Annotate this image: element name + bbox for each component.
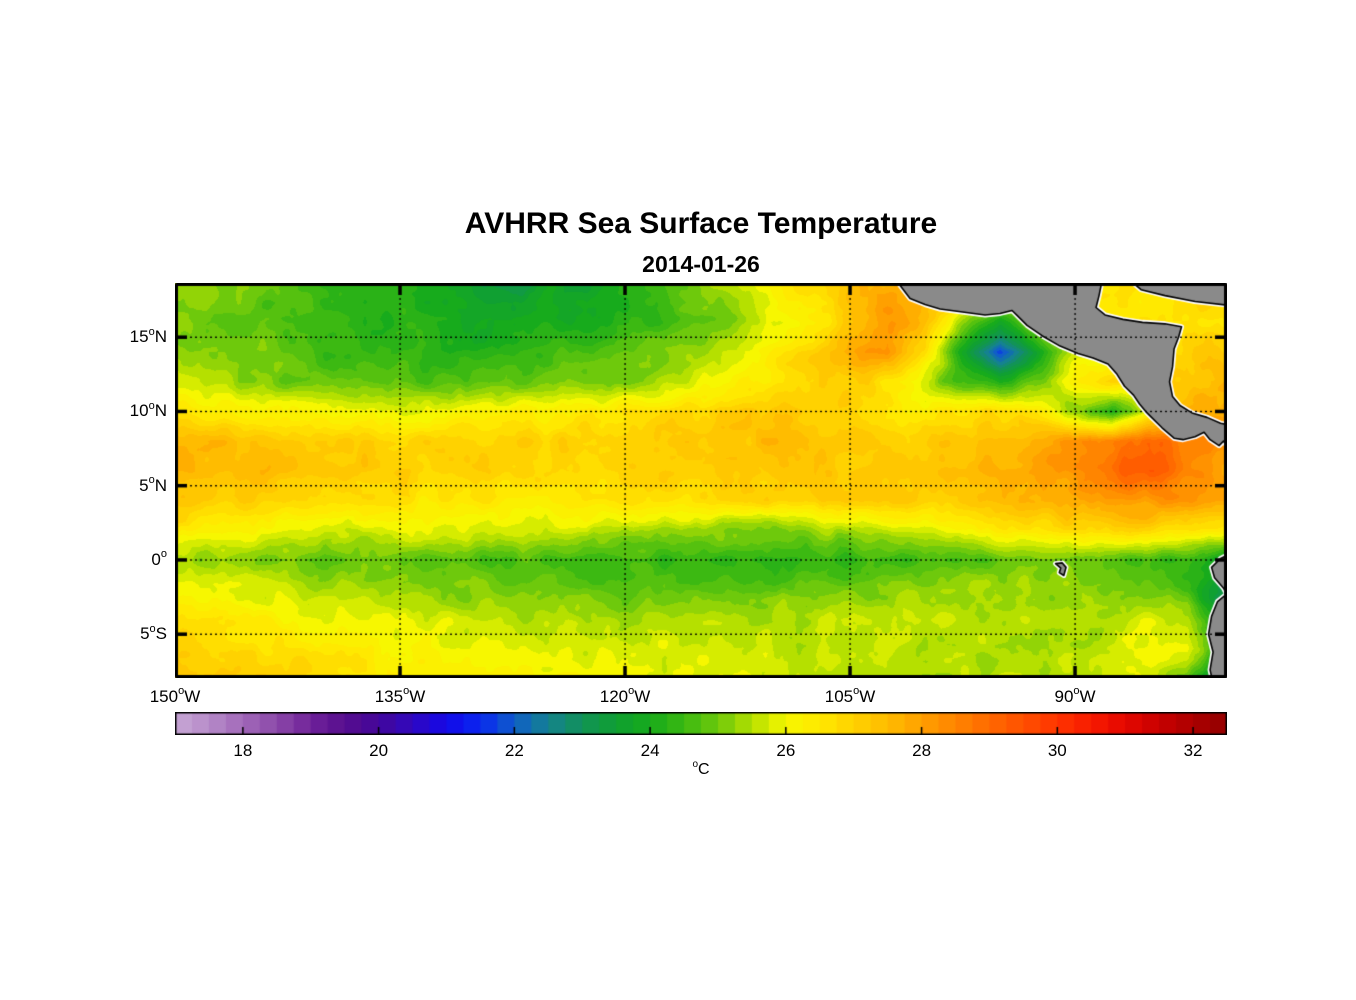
y-axis-tick-label: 10oN [129, 399, 167, 421]
x-axis-tick-label: 120oW [599, 685, 651, 706]
date-subtitle: 2014-01-26 [642, 251, 760, 277]
colorbar-tick-label: 28 [912, 741, 932, 760]
colorbar-tick-label: 24 [640, 741, 660, 760]
colorbar-tick-label: 22 [504, 741, 524, 760]
y-axis-tick-label: 5oS [140, 622, 167, 644]
y-axis-tick-label: 5oN [139, 474, 167, 495]
y-axis-tick-label: 0o [151, 548, 167, 569]
x-axis-tick-label: 105oW [824, 685, 876, 706]
colorbar-unit-label: oC [641, 758, 761, 779]
colorbar-tick-label: 20 [369, 741, 389, 760]
unit-letter: C [698, 761, 710, 778]
x-axis-tick-label: 150oW [149, 685, 201, 706]
degree-symbol: o [692, 758, 698, 770]
page-title: AVHRR Sea Surface Temperature [464, 207, 938, 240]
colorbar-tick-label: 30 [1047, 741, 1067, 760]
colorbar-canvas [175, 712, 1227, 735]
x-axis-tick-label: 135oW [374, 685, 426, 706]
colorbar-tick-label: 18 [233, 741, 253, 760]
sst-map-canvas [175, 283, 1227, 678]
x-axis-tick-label: 90oW [1054, 685, 1096, 706]
colorbar-tick-label: 26 [776, 741, 796, 760]
y-axis-tick-label: 15oN [129, 325, 167, 347]
colorbar-tick-label: 32 [1183, 741, 1203, 760]
